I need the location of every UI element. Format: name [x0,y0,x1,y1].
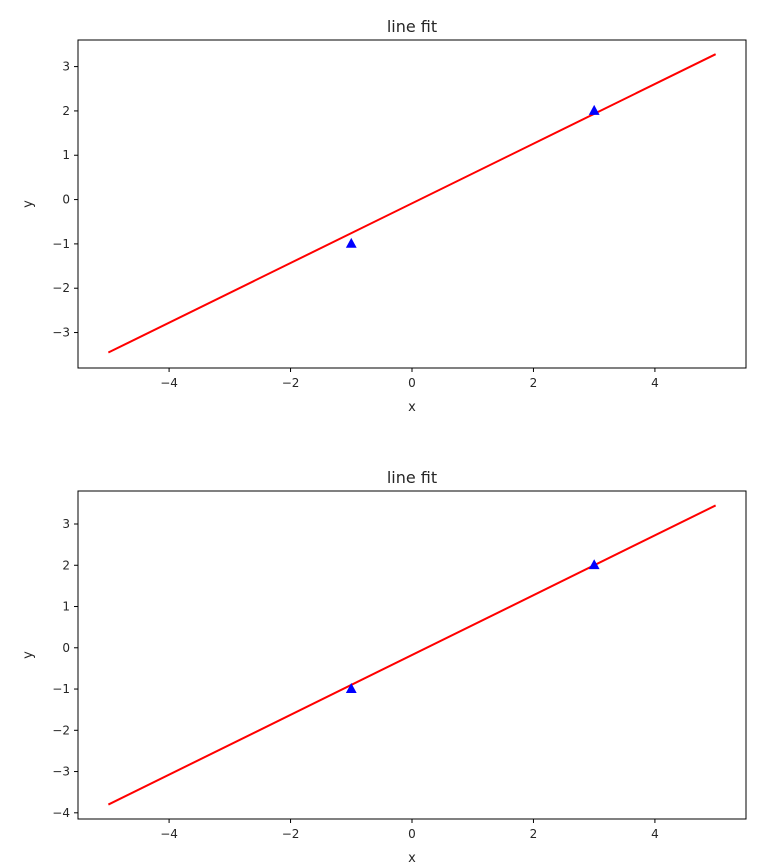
x-tick-label: −2 [282,827,300,841]
y-tick-label: −2 [52,281,70,295]
y-axis-label: y [21,200,36,208]
y-tick-label: 1 [62,600,70,614]
x-axis-label: x [408,400,416,415]
y-tick-label: 3 [62,60,70,74]
y-tick-label: −2 [52,723,70,737]
y-tick-label: −4 [52,806,70,820]
y-tick-label: −1 [52,682,70,696]
y-axis-label: y [21,651,36,659]
x-tick-label: 4 [651,376,659,390]
y-tick-label: 3 [62,517,70,531]
y-tick-label: −3 [52,326,70,340]
x-tick-label: 0 [408,827,416,841]
fit-line [107,504,717,806]
x-axis-label: x [408,851,416,866]
y-tick-label: −1 [52,237,70,251]
x-tick-label: −4 [160,827,178,841]
fit-line [107,53,717,354]
data-point-triangle [588,104,600,115]
x-tick-label: −2 [282,376,300,390]
y-tick-label: 2 [62,558,70,572]
x-tick-label: −4 [160,376,178,390]
subplot-bottom: line fit −4 −2 0 2 4 −4 −3 −2 −1 0 1 2 3 x y [21,468,747,866]
y-tick-label: 0 [62,641,70,655]
y-tick-label: 1 [62,148,70,162]
x-tick-label: 0 [408,376,416,390]
y-tick-label: 2 [62,104,70,118]
y-tick-label: −3 [52,765,70,779]
x-tick-label: 4 [651,827,659,841]
chart-title: line fit [387,468,437,487]
x-tick-label: 2 [530,827,538,841]
y-tick-label: 0 [62,193,70,207]
subplot-top: line fit −4 −2 0 2 4 −3 −2 −1 0 1 2 3 x y [21,17,747,415]
data-point-triangle [588,559,600,570]
chart-title: line fit [387,17,437,36]
data-point-triangle [345,237,357,248]
data-point-triangle [345,683,357,693]
x-tick-label: 2 [530,376,538,390]
